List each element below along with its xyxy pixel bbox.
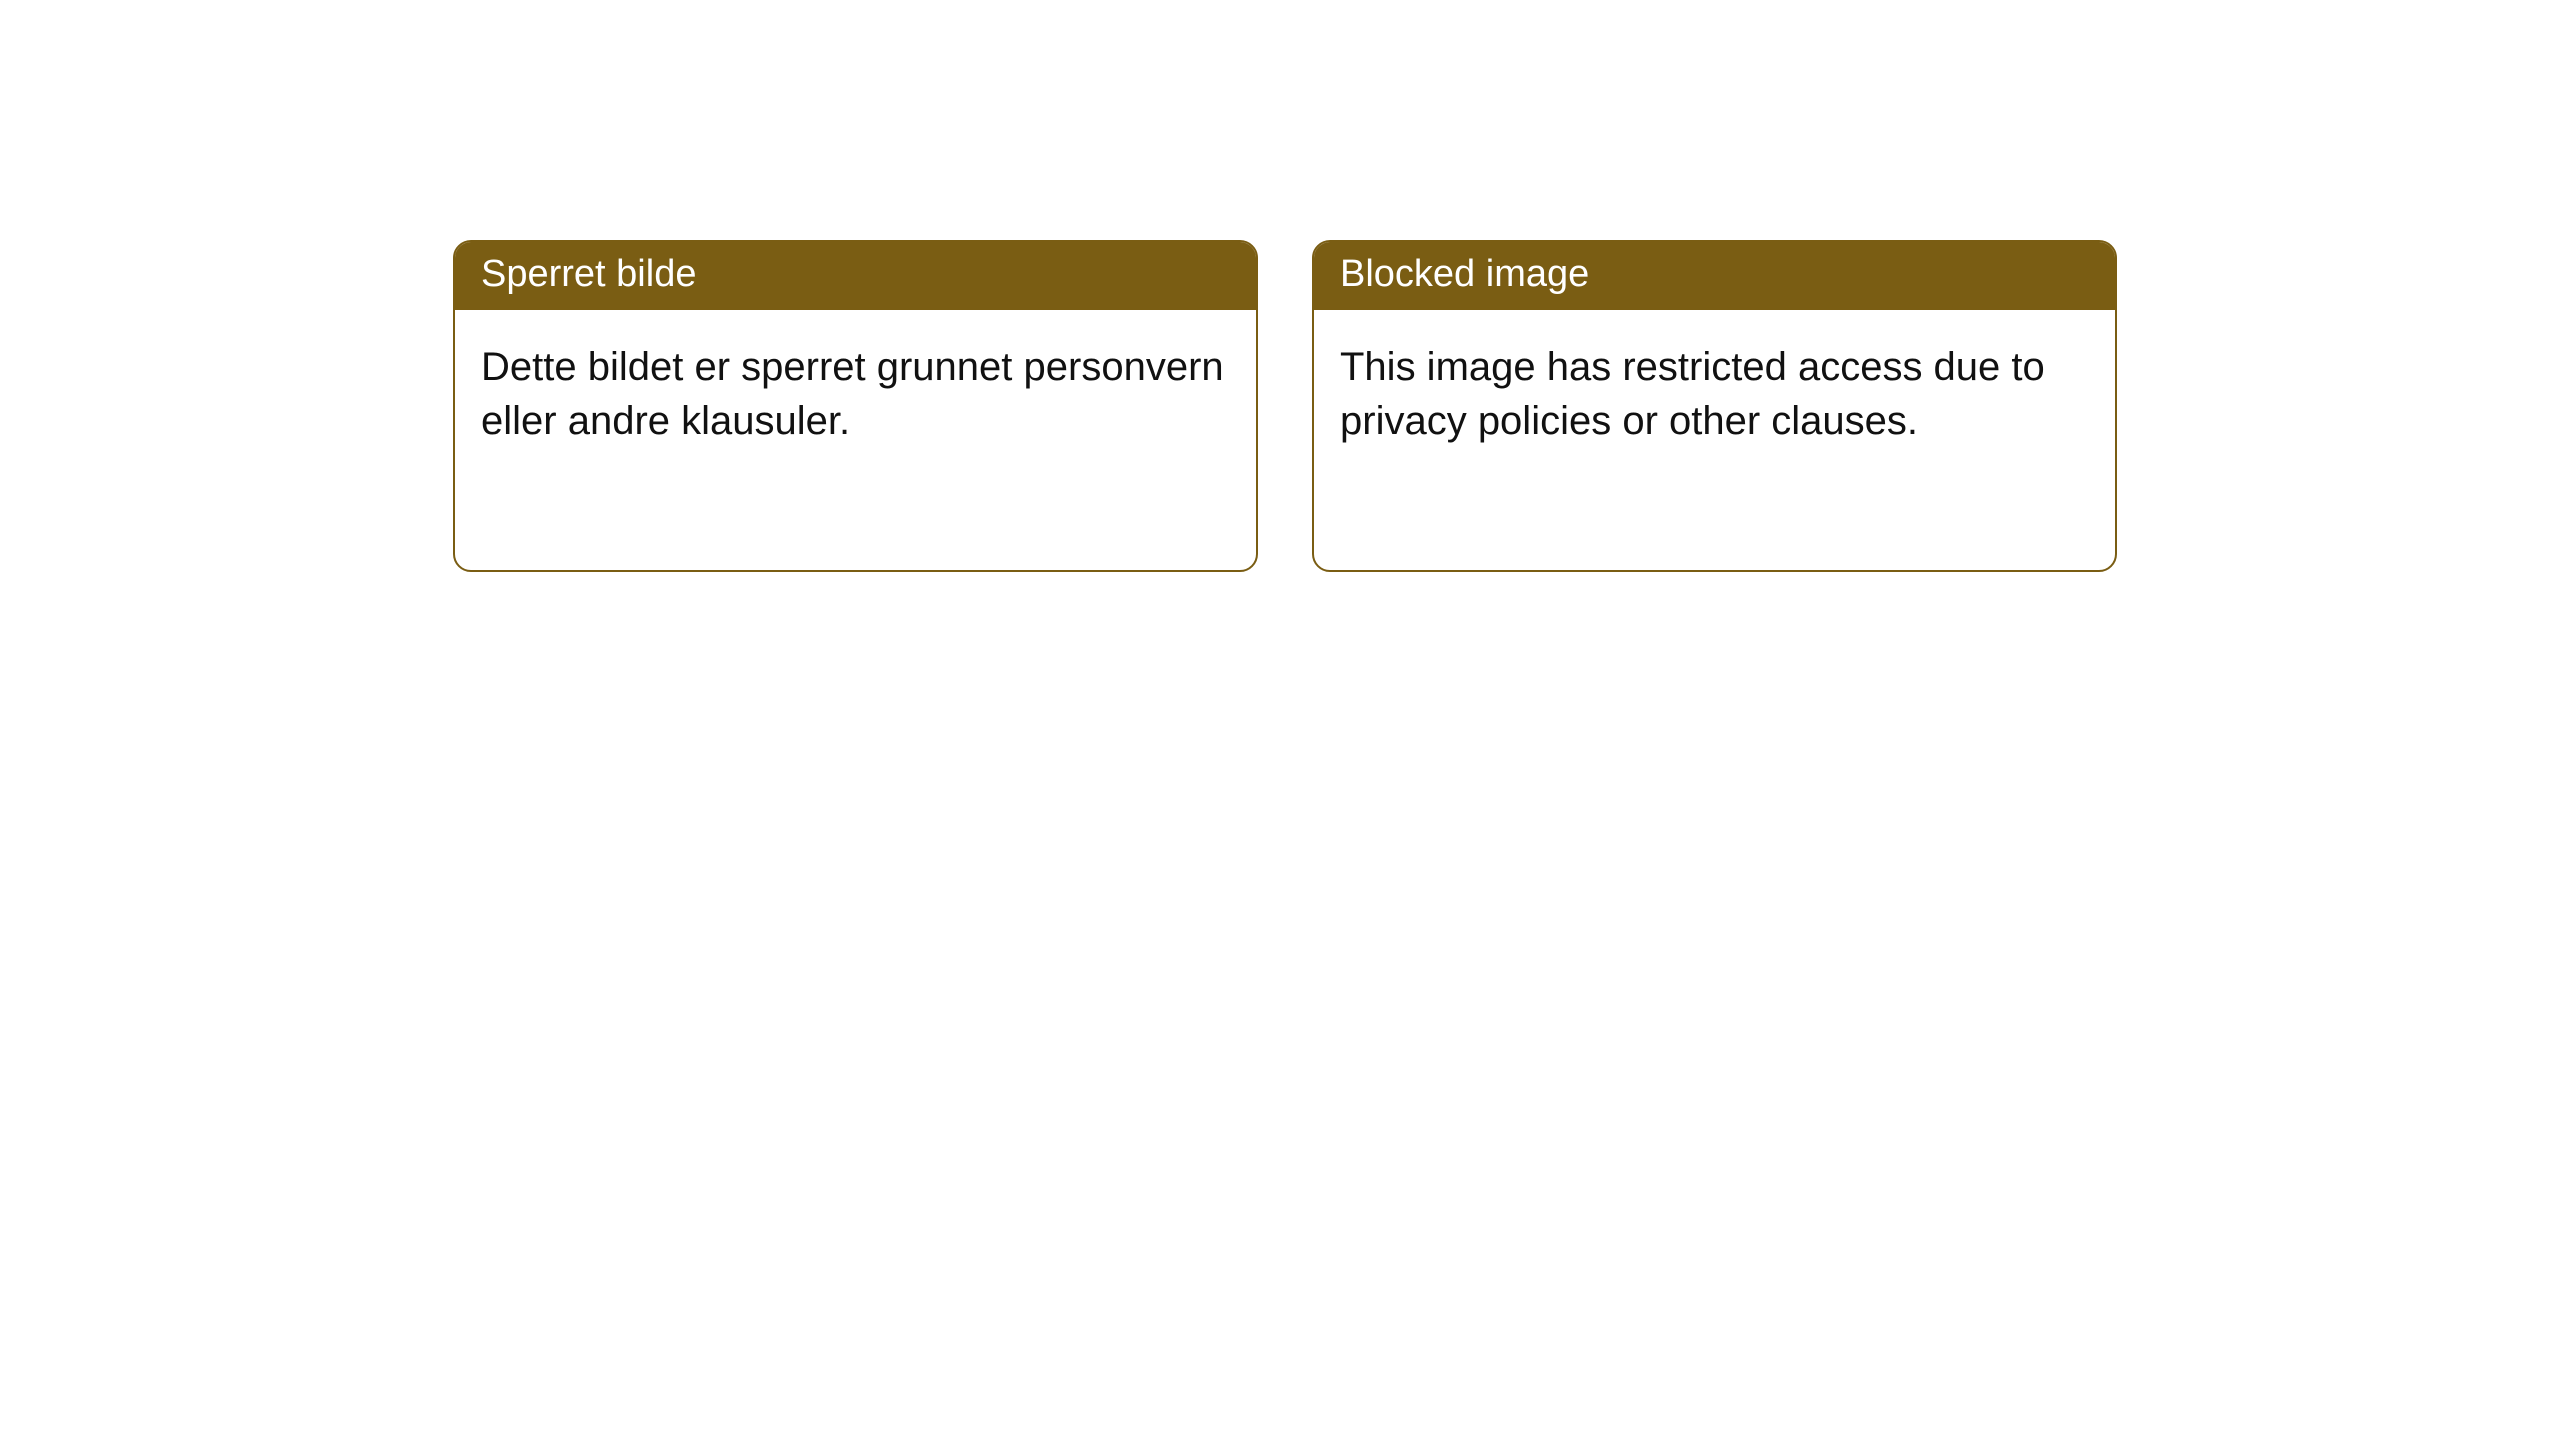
- notice-body: This image has restricted access due to …: [1314, 310, 2115, 570]
- notice-title: Sperret bilde: [455, 242, 1256, 310]
- notice-container: Sperret bilde Dette bildet er sperret gr…: [453, 240, 2117, 572]
- notice-body: Dette bildet er sperret grunnet personve…: [455, 310, 1256, 570]
- notice-card-norwegian: Sperret bilde Dette bildet er sperret gr…: [453, 240, 1258, 572]
- notice-card-english: Blocked image This image has restricted …: [1312, 240, 2117, 572]
- notice-title: Blocked image: [1314, 242, 2115, 310]
